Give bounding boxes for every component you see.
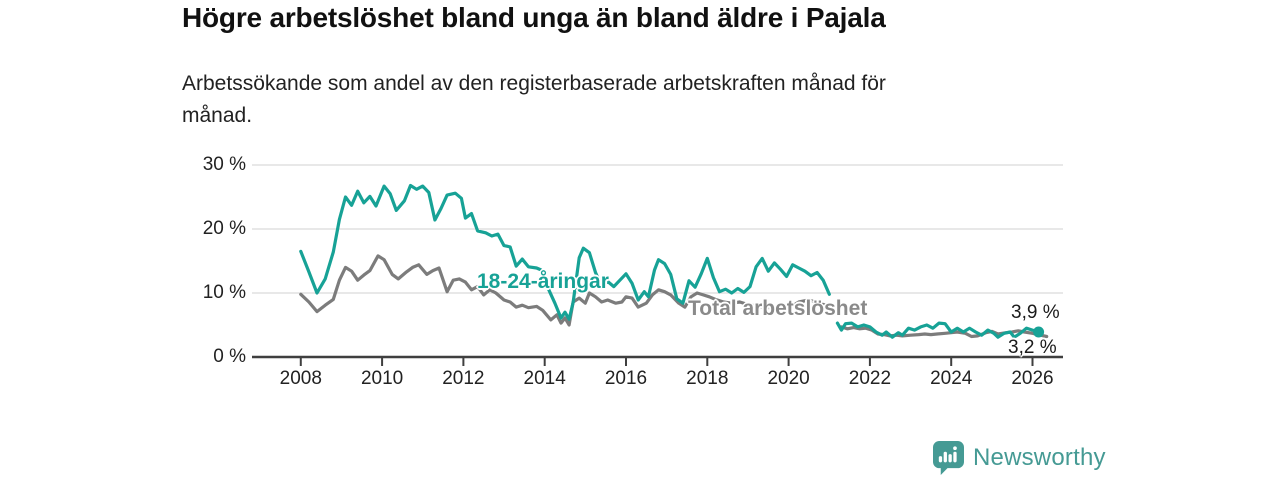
series-end-dot: [1033, 326, 1045, 338]
end-value-label-youth: 3,9 %: [1011, 302, 1060, 323]
series-line: [299, 254, 831, 327]
x-tick-label: 2020: [767, 368, 810, 389]
x-tick-label: 2024: [930, 368, 973, 389]
x-tick-label: 2014: [523, 368, 566, 389]
end-value-label-total: 3,2 %: [1008, 337, 1057, 358]
x-tick-label: 2022: [848, 368, 892, 389]
series-line: [835, 321, 1041, 339]
y-tick-label: 10 %: [202, 282, 246, 303]
x-tick-label: 2016: [604, 368, 648, 389]
y-tick-label: 0 %: [213, 346, 246, 367]
chart-title: Högre arbetslöshet bland unga än bland ä…: [182, 2, 886, 33]
y-tick-label: 30 %: [202, 154, 246, 175]
x-tick-label: 2018: [686, 368, 729, 389]
newsworthy-logo-icon: [933, 441, 964, 475]
x-tick-label: 2012: [442, 368, 485, 389]
newsworthy-branding: Newsworthy: [933, 441, 1106, 475]
x-tick-label: 2010: [360, 368, 404, 389]
series-label-total: Total arbetslöshet: [688, 297, 868, 320]
x-tick-label: 2026: [1011, 368, 1054, 389]
chart-subtitle: Arbetssökande som andel av den registerb…: [182, 72, 886, 127]
x-tick-label: 2008: [279, 368, 322, 389]
y-tick-label: 20 %: [202, 218, 246, 239]
series-line: [299, 183, 831, 321]
newsworthy-wordmark: Newsworthy: [973, 444, 1106, 471]
series-label-youth: 18-24-åringar: [477, 270, 609, 293]
